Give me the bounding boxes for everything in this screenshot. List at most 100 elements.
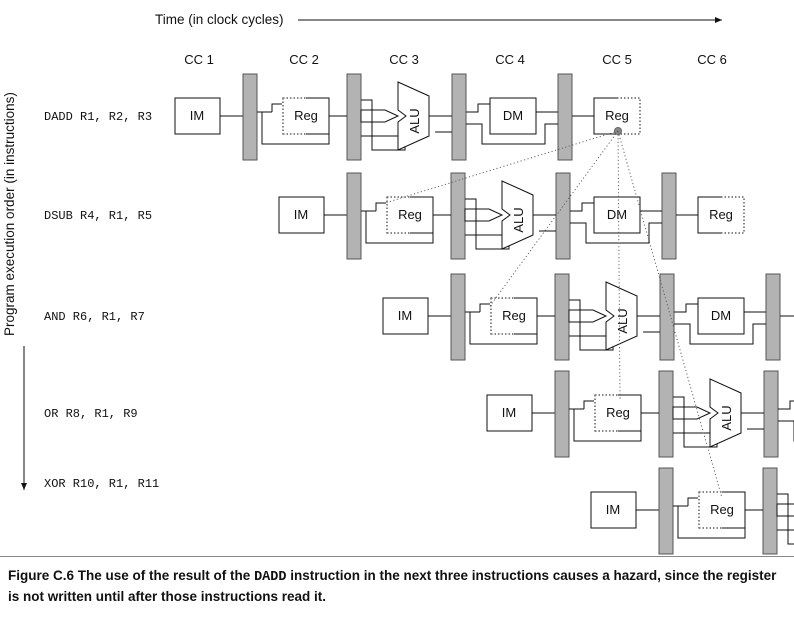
- im-unit: [278, 196, 325, 234]
- alu-label: ALU: [407, 108, 422, 133]
- im-unit: [382, 297, 429, 335]
- caption-text-before: The use of the result of the: [77, 568, 251, 583]
- pipeline-register-1: [450, 273, 466, 361]
- reg-read-half: [617, 97, 641, 135]
- pipeline-stages: IMRegALUDMRegIMRegALUDMRegIMRegALUDMRegI…: [174, 73, 794, 555]
- alu-label: ALU: [511, 207, 526, 232]
- cc-label-4: CC 4: [495, 52, 525, 67]
- pipeline-row-1: IM Reg ALU DM Reg: [174, 73, 641, 161]
- instruction-3: AND R6, R1, R7: [44, 310, 145, 324]
- dm-unit: [489, 97, 537, 135]
- wire: [674, 303, 698, 313]
- pipeline-register-1: [346, 172, 362, 260]
- wire: [677, 506, 746, 539]
- reg-read-label: Reg: [710, 502, 734, 517]
- wire: [674, 323, 766, 345]
- reg-read-half: [721, 196, 745, 234]
- caption-figure-label: Figure C.6: [8, 568, 75, 583]
- pipeline-register-2: [554, 273, 570, 361]
- instruction-5: XOR R10, R1, R11: [44, 477, 159, 491]
- cc-label-5: CC 5: [602, 52, 632, 67]
- dm-label: DM: [503, 108, 523, 123]
- wire: [261, 112, 330, 145]
- hazard-line-1: [384, 130, 619, 204]
- wire: [466, 123, 558, 145]
- dm-unit: [593, 196, 641, 234]
- hazard-line-2: [489, 130, 619, 307]
- alu-input-bus: [672, 406, 712, 420]
- pipeline-register-2: [346, 73, 362, 161]
- wire: [573, 409, 642, 442]
- instruction-2: DSUB R4, R1, R5: [44, 209, 152, 223]
- reg-write-label: Reg: [605, 108, 629, 123]
- im-label: IM: [398, 308, 412, 323]
- instruction-4: OR R8, R1, R9: [44, 407, 138, 421]
- cc-label-6: CC 6: [697, 52, 727, 67]
- alu-label: ALU: [719, 405, 734, 430]
- cc-label-3: CC 3: [389, 52, 419, 67]
- pipeline-register-2: [762, 467, 778, 555]
- alu-unit: [501, 180, 534, 250]
- alu-unit: [605, 281, 638, 351]
- dm-label: DM: [607, 207, 627, 222]
- wire: [570, 222, 662, 244]
- caption-code: DADD: [254, 570, 287, 585]
- order-axis-label: Program execution order (in instructions…: [2, 92, 17, 336]
- wire: [479, 303, 491, 312]
- reg-write-unit: [697, 196, 745, 234]
- wire: [778, 400, 794, 410]
- clock-cycle-labels: CC 1 CC 2 CC 3 CC 4 CC 5 CC 6: [184, 52, 727, 67]
- caption-divider: [0, 556, 794, 557]
- wire: [469, 312, 538, 345]
- alu-input-bus: [776, 503, 794, 517]
- reg-read-label: Reg: [606, 405, 630, 420]
- cc-label-1: CC 1: [184, 52, 214, 67]
- pipeline-row-2: IM Reg ALU DM Reg: [278, 172, 745, 260]
- pipeline-register-1: [242, 73, 258, 161]
- reg-read-label: Reg: [294, 108, 318, 123]
- pipeline-register-2: [450, 172, 466, 260]
- instruction-1: DADD R1, R2, R3: [44, 110, 152, 124]
- wire: [778, 420, 794, 442]
- cc-label-2: CC 2: [289, 52, 319, 67]
- im-label: IM: [606, 502, 620, 517]
- alu-unit: [397, 81, 430, 151]
- pipeline-register-4: [557, 73, 573, 161]
- figure-caption: Figure C.6 The use of the result of the …: [8, 566, 788, 606]
- im-unit: [590, 491, 637, 529]
- pipeline-register-3: [555, 172, 571, 260]
- reg-read-unit: [386, 196, 434, 234]
- wire: [583, 400, 595, 409]
- im-label: IM: [502, 405, 516, 420]
- hazard-line-3: [617, 130, 621, 401]
- pipeline-register-2: [658, 370, 674, 458]
- wire: [271, 103, 283, 112]
- pipeline-register-3: [451, 73, 467, 161]
- alu-input-bus: [360, 109, 400, 123]
- instruction-labels: DADD R1, R2, R3 DSUB R4, R1, R5 AND R6, R1…: [44, 110, 159, 491]
- reg-read-label: Reg: [502, 308, 526, 323]
- reg-solid-edge: [697, 197, 721, 234]
- reg-write-label: Reg: [709, 207, 733, 222]
- alu-input-bus: [464, 208, 504, 222]
- dm-label: DM: [711, 308, 731, 323]
- alu-unit: [709, 378, 742, 448]
- pipeline-register-1: [554, 370, 570, 458]
- pipeline-register-4: [661, 172, 677, 260]
- pipeline-hazard-diagram: Time (in clock cycles) Program execution…: [2, 12, 794, 555]
- im-label: IM: [190, 108, 204, 123]
- wire: [365, 211, 434, 244]
- im-unit: [486, 394, 533, 432]
- wire: [687, 497, 699, 506]
- hazard-line-4: [617, 130, 723, 499]
- wire: [466, 103, 490, 113]
- pipeline-register-3: [659, 273, 675, 361]
- reg-read-label: Reg: [398, 207, 422, 222]
- wire: [777, 493, 794, 545]
- alu-input-bus: [568, 309, 608, 323]
- wire: [570, 202, 594, 212]
- reg-solid-edge: [593, 98, 617, 135]
